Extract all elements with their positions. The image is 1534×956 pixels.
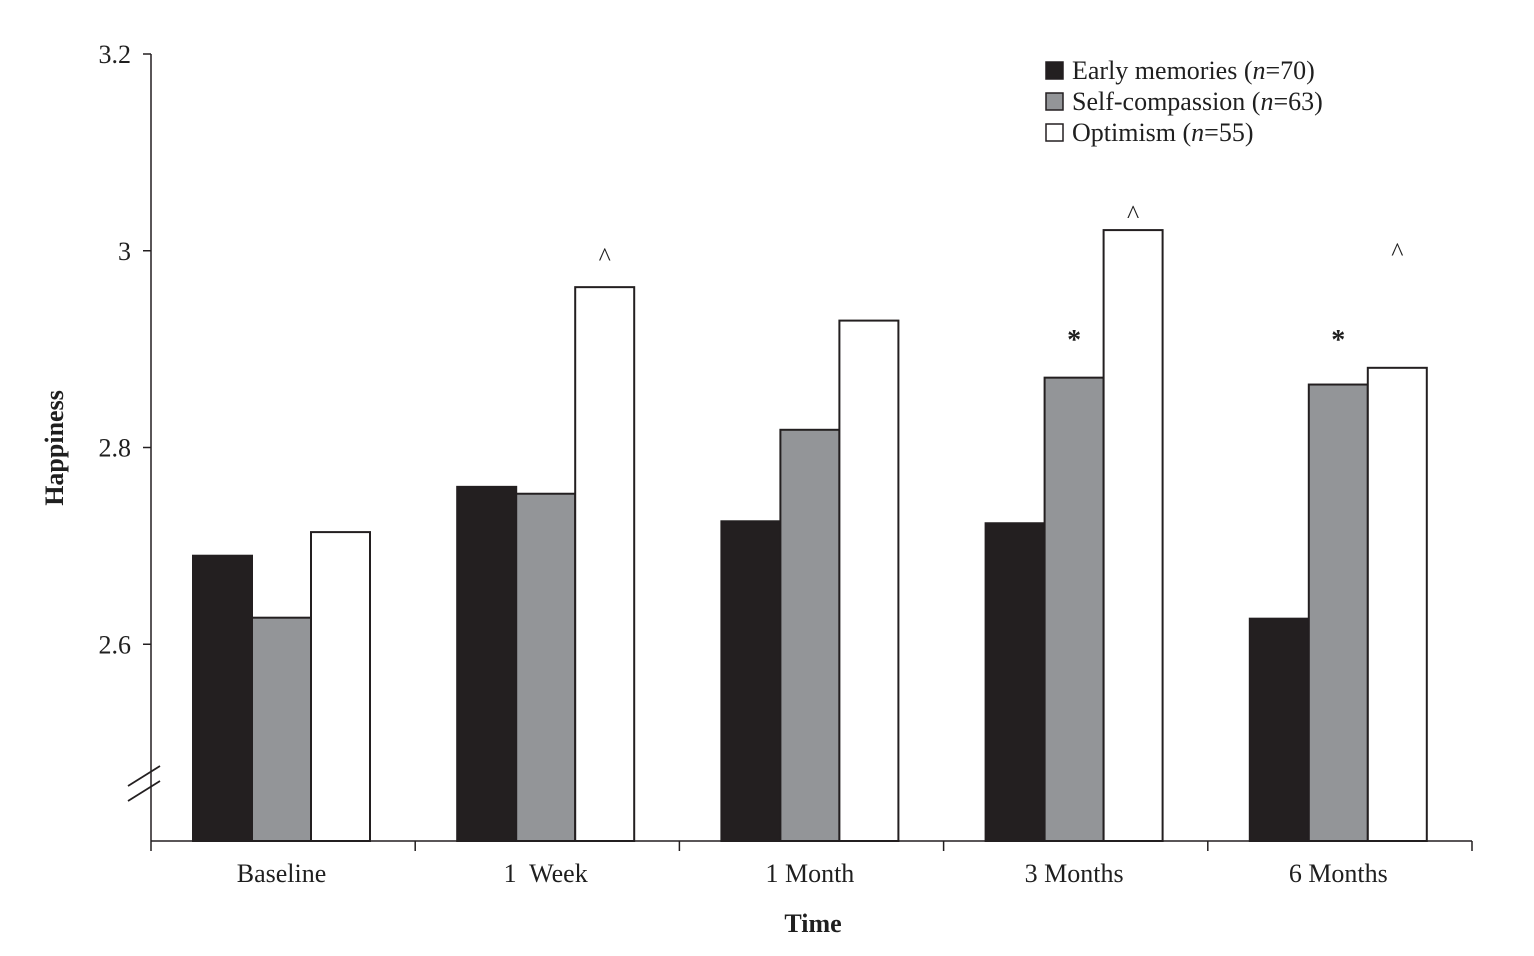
- y-axis-title: Happiness: [40, 390, 69, 506]
- y-tick-label: 3.2: [99, 40, 132, 69]
- x-tick-label: Baseline: [237, 859, 327, 888]
- legend: Early memories (n=70)Self-compassion (n=…: [1045, 56, 1323, 147]
- x-tick-label: 1 Month: [765, 859, 854, 888]
- bar: [515, 492, 577, 842]
- legend-item: Optimism (n=55): [1045, 118, 1254, 147]
- bar: [574, 286, 636, 842]
- y-tick-label: 2.6: [99, 630, 132, 659]
- significance-star: *: [1331, 325, 1345, 356]
- x-axis-title: Time: [784, 909, 841, 938]
- x-tick-label: 3 Months: [1025, 859, 1124, 888]
- bars: [192, 229, 1428, 843]
- bar: [779, 428, 841, 842]
- significance-caret: ^: [1391, 238, 1403, 267]
- bar: [720, 520, 782, 842]
- legend-item: Self-compassion (n=63): [1045, 87, 1323, 116]
- legend-label: Optimism (n=55): [1072, 118, 1254, 147]
- significance-star: *: [1067, 325, 1081, 356]
- axes: 2.6 2.8 3 3.2 Baseline 1 Week 1 Month 3 Months…: [99, 40, 1473, 888]
- bar: [456, 485, 518, 842]
- bar: [192, 554, 253, 843]
- legend-item: Early memories (n=70): [1045, 56, 1315, 85]
- bar: [251, 616, 312, 842]
- legend-swatch: [1045, 61, 1064, 80]
- legend-label: Self-compassion (n=63): [1072, 87, 1323, 116]
- y-tick-label: 2.8: [99, 434, 132, 463]
- x-tick-label: 6 Months: [1289, 859, 1388, 888]
- bar: [838, 319, 900, 842]
- legend-label: Early memories (n=70): [1072, 56, 1315, 85]
- bar: [1366, 366, 1428, 842]
- significance-annotations: ^ ^ * * ^: [599, 200, 1404, 356]
- bar: [1043, 376, 1105, 842]
- bar: [1102, 229, 1164, 842]
- bar: [1307, 383, 1369, 842]
- significance-caret: ^: [599, 243, 611, 272]
- legend-swatch: [1045, 123, 1064, 142]
- significance-caret: ^: [1127, 200, 1139, 229]
- x-tick-label: 1 Week: [504, 859, 588, 888]
- bar: [310, 531, 371, 842]
- y-axis-break-marks: [127, 765, 161, 802]
- bar: [984, 522, 1046, 843]
- bar: [1248, 617, 1310, 842]
- legend-swatch: [1045, 92, 1064, 111]
- y-tick-label: 3: [118, 237, 131, 266]
